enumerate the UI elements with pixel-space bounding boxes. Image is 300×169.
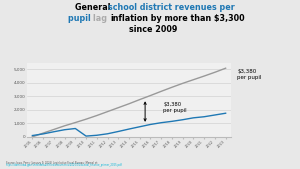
Text: $3,380
per pupil: $3,380 per pupil (164, 102, 187, 113)
Text: $3,380
per pupil: $3,380 per pupil (237, 69, 261, 80)
Text: by more than $3,300: by more than $3,300 (148, 14, 244, 22)
Text: General: General (75, 3, 113, 11)
Text: inflation: inflation (110, 14, 148, 22)
Text: since 2009: since 2009 (129, 25, 177, 33)
Text: school district revenues per: school district revenues per (108, 3, 235, 11)
Text: lag: lag (94, 14, 110, 22)
Text: pupil: pupil (68, 14, 94, 22)
Text: Source: Iowa. Perry (January 9, 2025) Legislative Fiscal Bureau (Memo) at: Source: Iowa. Perry (January 9, 2025) Le… (6, 161, 98, 165)
Text: https://dom.iowa.gov/sites/default/files/documents/2025/01/school_finance_primer: https://dom.iowa.gov/sites/default/files… (6, 163, 123, 167)
